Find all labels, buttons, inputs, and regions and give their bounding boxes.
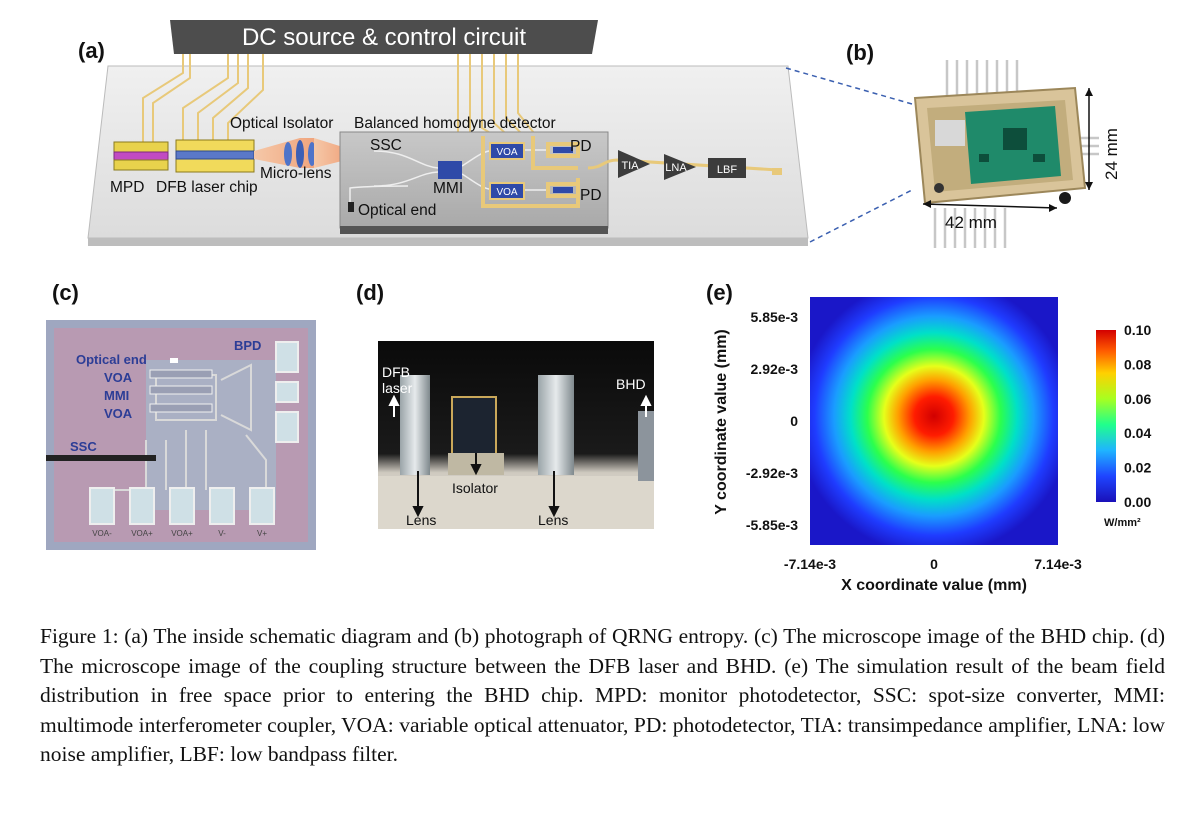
panel-b-label: (b) — [846, 40, 875, 65]
y-tick-label: 0 — [790, 413, 798, 429]
bond-pads — [89, 487, 275, 525]
pad-label: VOA+ — [171, 529, 193, 538]
bhd-chip-microscope: Optical end BPD VOA MMI VOA SSC VOA- VOA… — [46, 320, 316, 550]
y-tick-label: -5.85e-3 — [746, 517, 798, 533]
colorbar-tick-label: 0.02 — [1124, 460, 1151, 476]
schematic-diagram: DC source & control circuit VOA V — [87, 20, 809, 246]
pad-labels: VOA- VOA+ VOA+ V- V+ — [92, 529, 267, 538]
y-axis-label: Y coordinate value (mm) — [713, 329, 730, 515]
colorbar-unit-label: W/mm² — [1104, 517, 1141, 529]
x-tick-labels: -7.14e-3 0 7.14e-3 — [784, 556, 1082, 572]
voa-bottom-label: VOA — [496, 187, 517, 198]
isolator-block — [451, 396, 497, 456]
optical-isolator-label: Optical Isolator — [230, 115, 333, 132]
mmi-label: MMI — [433, 180, 463, 197]
lens-left-label: Lens — [406, 512, 436, 528]
coupling-structure-microscope: DFB laser BHD Isolator Lens Lens — [378, 341, 654, 529]
pd-top-label: PD — [570, 138, 592, 155]
mpd-label: MPD — [110, 179, 144, 196]
lens-right-label: Lens — [538, 512, 568, 528]
x-axis-label: X coordinate value (mm) — [841, 577, 1027, 594]
dfb-laser-label-line1: DFB — [382, 364, 410, 380]
tia-block — [618, 150, 650, 178]
panel-e-label: (e) — [706, 280, 733, 305]
width-dimension-label: 42 mm — [945, 213, 997, 232]
panel-c-label: (c) — [52, 280, 79, 305]
y-tick-label: 2.92e-3 — [751, 361, 799, 377]
bhd-block — [638, 411, 654, 481]
heatmap-area — [810, 297, 1058, 545]
panel-d-label: (d) — [356, 280, 385, 305]
dfb-laser-block — [400, 375, 430, 475]
optical-end-label: Optical end — [76, 352, 147, 367]
bpd-label: BPD — [234, 338, 261, 353]
lens-block — [538, 375, 574, 475]
tia-label: TIA — [621, 160, 639, 172]
colorbar-tick-label: 0.06 — [1124, 391, 1151, 407]
y-tick-label: 5.85e-3 — [751, 309, 799, 325]
pd-bottom-label: PD — [580, 187, 602, 204]
ssc-label: SSC — [370, 137, 402, 154]
colorbar-tick-label: 0.00 — [1124, 494, 1151, 510]
dc-source-label: DC source & control circuit — [242, 24, 526, 51]
package-photo: 42 mm 24 mm — [913, 60, 1121, 248]
colorbar-tick-label: 0.10 — [1124, 322, 1151, 338]
dfb-laser-label-line2: laser — [382, 380, 413, 396]
mmi-label: MMI — [104, 388, 129, 403]
pad-label: VOA- — [92, 529, 112, 538]
dfb-laser-chip-label: DFB laser chip — [156, 179, 258, 196]
bpd-pads — [275, 341, 299, 443]
lna-label: LNA — [665, 162, 687, 174]
lbf-label: LBF — [717, 164, 737, 176]
colorbar — [1096, 330, 1116, 502]
y-tick-label: -2.92e-3 — [746, 465, 798, 481]
lna-block — [664, 154, 696, 180]
figure-caption: Figure 1: (a) The inside schematic diagr… — [40, 624, 1165, 766]
colorbar-tick-label: 0.04 — [1124, 425, 1151, 441]
voa1-label: VOA — [104, 370, 133, 385]
panel-a-label: (a) — [78, 38, 105, 63]
pad-label: VOA+ — [131, 529, 153, 538]
height-dimension-label: 24 mm — [1102, 128, 1121, 180]
dc-source-bar — [170, 20, 598, 54]
pad-label: V+ — [257, 529, 267, 538]
colorbar-tick-label: 0.08 — [1124, 356, 1151, 372]
optical-end-label: Optical end — [358, 202, 436, 219]
colorbar-tick-labels: 0.10 0.08 0.06 0.04 0.02 0.00 — [1124, 322, 1151, 510]
micro-lens-label: Micro-lens — [260, 165, 332, 182]
bhd-label: Balanced homodyne detector — [354, 115, 556, 132]
x-tick-label: -7.14e-3 — [784, 556, 836, 572]
x-tick-label: 7.14e-3 — [1034, 556, 1082, 572]
voa2-label: VOA — [104, 406, 133, 421]
pad-label: V- — [218, 529, 226, 538]
isolator-label: Isolator — [452, 480, 498, 496]
bhd-label: BHD — [616, 376, 646, 392]
x-tick-label: 0 — [930, 556, 938, 572]
dfb-laser-label: DFB laser — [382, 364, 414, 396]
beam-field-heatmap: -7.14e-3 0 7.14e-3 5.85e-3 2.92e-3 0 -2.92e-3… — [713, 297, 1151, 594]
y-tick-labels: 5.85e-3 2.92e-3 0 -2.92e-3 -5.85e-3 — [746, 309, 798, 533]
zoom-connector-lines — [785, 67, 913, 243]
lbf-block — [708, 158, 746, 178]
voa-top-label: VOA — [496, 147, 517, 158]
ssc-label: SSC — [70, 439, 97, 454]
